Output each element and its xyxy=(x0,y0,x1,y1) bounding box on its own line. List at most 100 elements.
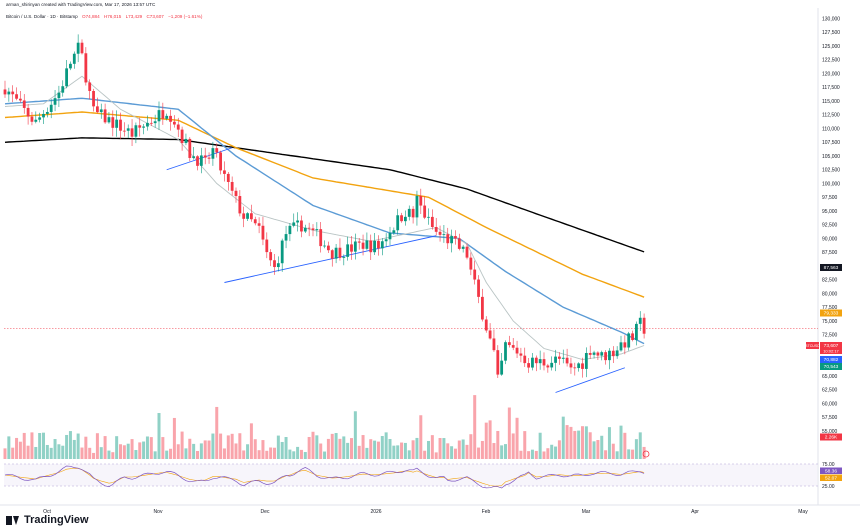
candle-body xyxy=(415,195,419,218)
candle-body xyxy=(531,357,534,368)
volume-bar xyxy=(581,426,584,459)
candle-body xyxy=(446,234,450,244)
candle-body xyxy=(550,362,554,368)
volume-bar xyxy=(611,443,615,459)
volume-bar xyxy=(500,445,504,459)
candle-body xyxy=(411,208,415,218)
price-badge-label: 79,333 xyxy=(824,311,839,317)
candle-body xyxy=(276,263,280,268)
candle-body xyxy=(207,157,211,159)
volume-bar xyxy=(334,433,338,459)
candle-body xyxy=(261,225,265,240)
volume-bar xyxy=(480,440,484,459)
symbol-badge-text: BTCUSD xyxy=(805,344,820,348)
volume-bar xyxy=(49,447,53,459)
volume-bar xyxy=(134,450,138,459)
price-axis[interactable]: 130,000 127,500 125,000 122,500 120,000 117,5… xyxy=(822,16,840,435)
rsi-tick-label: 25.00 xyxy=(822,484,835,490)
y-tick-label: 112,500 xyxy=(822,113,840,119)
volume-bar xyxy=(511,433,515,459)
volume-bar xyxy=(565,425,569,459)
volume-bar xyxy=(380,436,384,459)
volume-bar xyxy=(219,433,223,459)
candle-body xyxy=(604,352,607,361)
candle-body xyxy=(642,317,646,334)
volume-bar xyxy=(234,443,238,459)
y-tick-label: 100,000 xyxy=(822,181,840,187)
candle-body xyxy=(365,240,369,249)
volume-bar xyxy=(184,448,188,459)
x-tick-label: Oct xyxy=(43,509,51,515)
symbol-badge xyxy=(806,342,819,349)
volume-bar xyxy=(176,444,180,459)
candle-body xyxy=(199,155,203,166)
volume-bar xyxy=(242,450,246,459)
candle-body xyxy=(638,317,642,324)
candle-body xyxy=(138,125,142,128)
volume-bar xyxy=(330,433,334,459)
volume-bar xyxy=(307,436,311,459)
candle-body xyxy=(427,216,430,218)
volume-bar xyxy=(457,440,461,459)
price-badge xyxy=(820,433,842,441)
volume-bar xyxy=(527,451,531,459)
candle-body xyxy=(119,119,122,131)
y-tick-label: 120,000 xyxy=(822,71,840,77)
volume-bar xyxy=(376,441,380,459)
volume-bar xyxy=(153,451,157,459)
time-axis[interactable]: Oct Nov Dec 2026 Feb Mar Apr May xyxy=(43,509,808,515)
y-tick-label: 77,500 xyxy=(822,305,838,311)
volume-bar xyxy=(361,435,365,459)
volume-bar xyxy=(534,450,538,459)
tradingview-logo[interactable]: TradingView xyxy=(6,514,89,526)
candle-body xyxy=(627,333,631,348)
candle-body xyxy=(538,359,542,364)
volume-bar xyxy=(211,433,215,459)
price-badge xyxy=(820,363,842,370)
candle-body xyxy=(142,126,145,128)
candle-body xyxy=(72,53,76,64)
volume-bar xyxy=(538,432,542,459)
candle-body xyxy=(519,353,523,356)
volume-bar xyxy=(542,451,546,459)
candle-body xyxy=(234,190,238,197)
candle-body xyxy=(107,117,111,123)
volume-bar xyxy=(288,449,292,459)
candle-body xyxy=(484,319,488,331)
volume-bar xyxy=(261,440,265,459)
candle-body xyxy=(122,130,126,132)
y-tick-label: 122,500 xyxy=(822,58,840,64)
candle-body xyxy=(542,359,546,366)
candle-body xyxy=(330,250,334,259)
volume-bar xyxy=(427,440,430,459)
candle-body xyxy=(7,91,11,95)
price-badge-label: 87,563 xyxy=(824,265,839,271)
volume-bar xyxy=(284,437,288,459)
volume-bar xyxy=(80,447,84,459)
candle-body xyxy=(496,350,500,375)
price-badge xyxy=(820,264,842,271)
volume-bar xyxy=(453,448,457,459)
candle-body xyxy=(369,240,373,253)
candle-body xyxy=(507,342,511,346)
volume-bar xyxy=(319,443,323,459)
volume-bar xyxy=(165,450,169,459)
candle-body xyxy=(61,86,65,93)
candle-body xyxy=(561,357,565,359)
candle-body xyxy=(534,357,538,364)
candle-body xyxy=(423,205,427,218)
volume-bar xyxy=(557,440,561,459)
candle-body xyxy=(230,181,234,191)
volume-bar xyxy=(353,411,357,459)
candle-body xyxy=(373,240,376,253)
price-badge-label: 70,882 xyxy=(824,357,839,363)
volume-bar xyxy=(546,448,550,459)
volume-bar xyxy=(434,452,438,459)
candle-body xyxy=(296,220,299,223)
candle-body xyxy=(350,244,353,252)
candle-body xyxy=(169,115,172,122)
volume-bar xyxy=(126,443,130,459)
candle-body xyxy=(146,122,149,127)
candle-body xyxy=(111,117,115,128)
